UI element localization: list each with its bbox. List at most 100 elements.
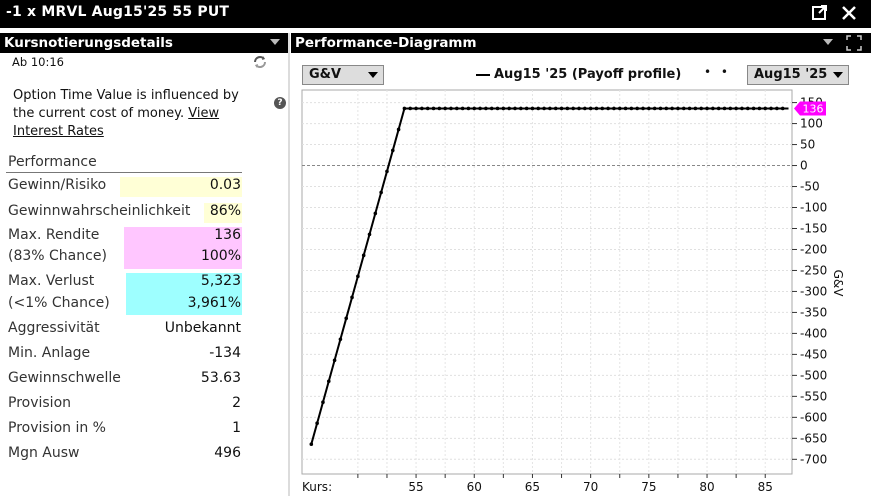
payoff-point (414, 106, 418, 111)
y-tick-label: -500 (800, 368, 827, 382)
payoff-point (385, 169, 389, 174)
payoff-chart[interactable]: 150100500-50-100-150-200-250-300-350-400… (290, 33, 871, 496)
metric-label: Gewinnwahrscheinlichkeit (8, 203, 191, 219)
y-tick-label: -250 (800, 263, 827, 277)
payoff-point (647, 106, 651, 111)
payoff-point (338, 337, 343, 342)
metric-row: Mgn Ausw 496 (8, 445, 242, 465)
y-tick-label: -300 (800, 284, 827, 298)
metric-row: Gewinnschwelle 53.63 (8, 370, 242, 390)
view-interest-rates-link[interactable]: View Interest Rates (13, 106, 220, 139)
panel-menu-chevron-icon[interactable] (823, 39, 833, 45)
payoff-point (571, 106, 575, 111)
metric-dropdown[interactable]: G&V (302, 65, 384, 85)
payoff-point (495, 106, 500, 111)
metric-value: 53.63 (200, 370, 241, 386)
refresh-icon[interactable] (252, 54, 268, 70)
quote-time: Ab 10:16 (12, 55, 64, 69)
payoff-point (361, 253, 366, 258)
payoff-point (740, 106, 744, 111)
metric-label: Aggressivität (8, 320, 100, 336)
metric-value: 1 (232, 420, 241, 436)
current-value-label: 136 (803, 102, 824, 115)
payoff-point (350, 295, 354, 300)
interest-rate-info-text: Option Time Value is influenced by the c… (13, 88, 239, 121)
payoff-point (734, 106, 738, 111)
payoff-point (705, 106, 709, 111)
x-tick-label: 70 (583, 480, 598, 494)
payoff-point (321, 400, 325, 405)
metric-row: Provision 2 (8, 395, 242, 415)
payoff-point (425, 106, 430, 111)
metric-label: Provision (8, 395, 72, 411)
payoff-point (687, 106, 692, 111)
y-tick-label: -450 (800, 347, 827, 361)
payoff-point (711, 106, 715, 111)
metric-row: (<1% Chance) 3,961% (8, 295, 242, 315)
metric-label: Gewinnschwelle (8, 370, 121, 386)
panel-menu-chevron-icon[interactable] (270, 39, 280, 45)
metric-value: 100% (124, 248, 242, 269)
metric-row: Aggressivität Unbekannt (8, 320, 242, 340)
performance-divider (6, 172, 242, 173)
popout-icon[interactable] (811, 4, 829, 22)
metric-value: 0.03 (120, 177, 242, 197)
metric-label: Max. Rendite (8, 227, 100, 243)
metric-label: Min. Anlage (8, 345, 91, 361)
payoff-point (652, 106, 657, 111)
x-tick-label: 80 (699, 480, 714, 494)
payoff-point (751, 106, 756, 111)
metric-value: 5,323 (126, 273, 242, 295)
metric-dropdown-value: G&V (309, 67, 342, 82)
payoff-point (478, 106, 482, 111)
x-axis-label: Kurs: (302, 480, 332, 494)
payoff-point (396, 127, 401, 132)
payoff-point (507, 106, 511, 111)
help-icon[interactable]: ? (274, 97, 286, 109)
payoff-point (780, 106, 785, 111)
x-tick-label: 65 (525, 480, 540, 494)
y-tick-label: -400 (800, 326, 827, 340)
metric-row: Provision in % 1 (8, 420, 242, 440)
fullscreen-icon[interactable] (846, 35, 862, 51)
expiry-dropdown-value: Aug15 '25 (754, 67, 828, 82)
payoff-point (460, 106, 465, 111)
payoff-point (641, 106, 645, 111)
close-icon[interactable] (840, 4, 858, 22)
payoff-point (623, 106, 628, 111)
payoff-point (390, 148, 395, 153)
payoff-point (501, 106, 506, 111)
metric-label: Mgn Ausw (8, 445, 80, 461)
payoff-point (484, 106, 488, 111)
metric-row: Min. Anlage -134 (8, 345, 242, 365)
chevron-down-icon (368, 72, 378, 78)
y-tick-label: 0 (800, 159, 808, 173)
x-tick-label: 55 (408, 480, 423, 494)
payoff-point (658, 106, 663, 111)
payoff-point (612, 106, 616, 111)
legend-options-dots[interactable]: • • (704, 65, 731, 79)
expiry-dropdown[interactable]: Aug15 '25 (747, 65, 849, 85)
payoff-point (542, 106, 546, 111)
y-tick-label: -150 (800, 221, 827, 235)
payoff-point (513, 106, 517, 111)
panel-splitter[interactable] (288, 33, 290, 496)
payoff-point (728, 106, 733, 111)
metric-value: Unbekannt (164, 320, 241, 336)
window-title: -1 x MRVL Aug15'25 55 PUT (6, 4, 230, 20)
metric-value: 136 (124, 227, 242, 248)
payoff-point (553, 106, 558, 111)
payoff-point (379, 190, 383, 195)
payoff-point (664, 106, 669, 111)
payoff-point (466, 106, 471, 111)
payoff-point (472, 106, 477, 111)
payoff-point (420, 106, 424, 111)
x-tick-label: 60 (467, 480, 482, 494)
quote-details-header: Kursnotierungsdetails (0, 33, 288, 53)
payoff-point (443, 106, 447, 111)
y-tick-label: -350 (800, 305, 827, 319)
payoff-point (745, 106, 750, 111)
performance-chart-panel: Performance-Diagramm G&V Aug15 '25 (Payo… (290, 33, 871, 496)
payoff-point (600, 106, 605, 111)
payoff-point (332, 358, 337, 363)
